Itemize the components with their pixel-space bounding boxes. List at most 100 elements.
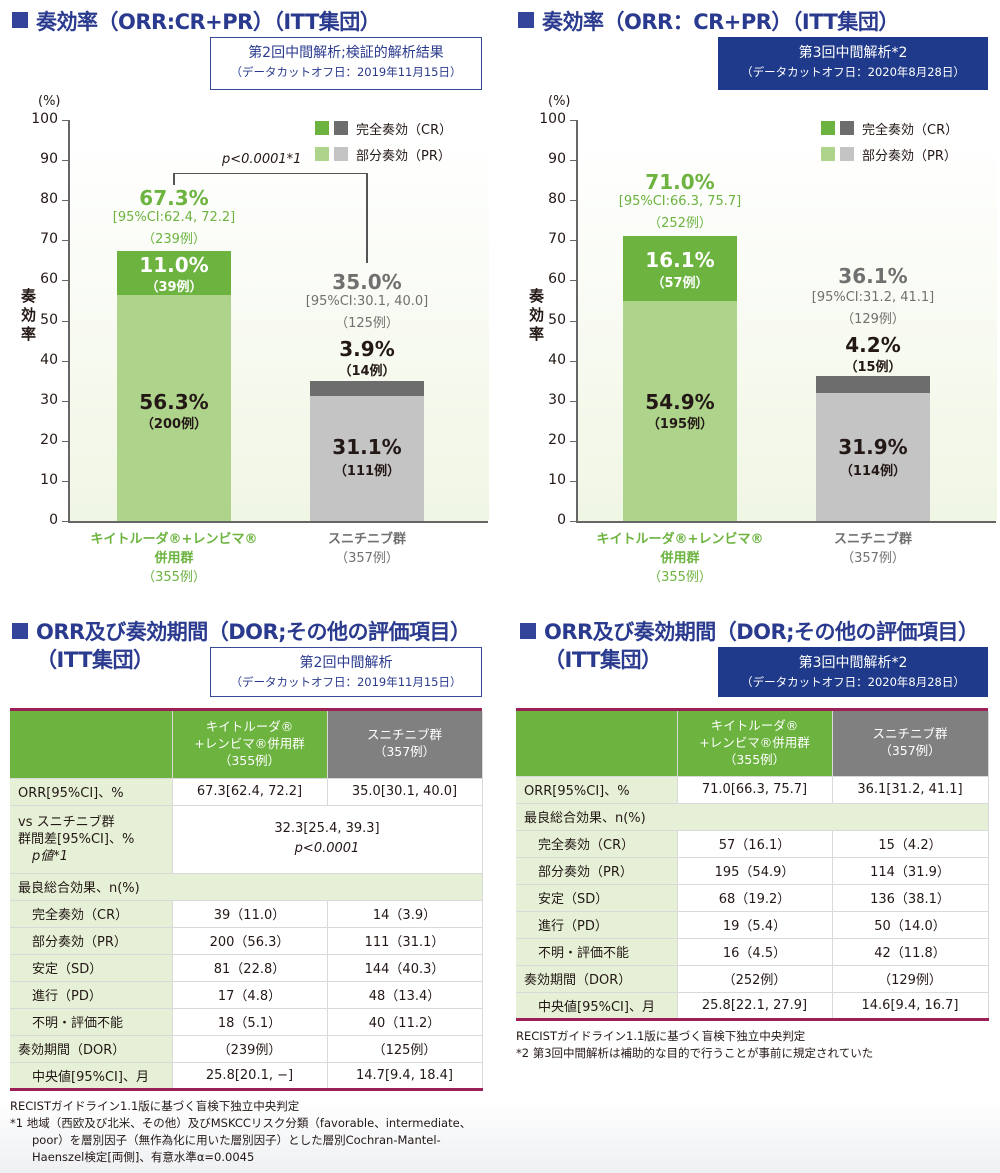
table-cell: 17（4.8） — [172, 981, 328, 1009]
table-cell: 50（14.0） — [832, 911, 989, 939]
table-row: 完全奏効（CR） 57（16.1） 15（4.2） — [516, 830, 989, 858]
arm2-cr: 4.2% — [845, 333, 901, 357]
bracket-left — [173, 173, 175, 185]
y-tick-label: 40 — [40, 351, 58, 368]
y-tick-mark — [570, 280, 576, 282]
legend-cr-green — [315, 121, 329, 135]
legend-cr-gray — [840, 121, 854, 135]
y-tick-mark — [570, 240, 576, 242]
arm1-name-2: 併用群 — [154, 551, 194, 566]
chart-title: 奏効率（ORR：CR+PR）（ITT集団） — [542, 10, 899, 34]
arm1-total-n: （239例） — [142, 232, 206, 247]
y-axis — [576, 120, 578, 521]
table-row: 中央値[95%CI]、月 25.8[20.1, −] 14.7[9.4, 18.4] — [10, 1062, 483, 1091]
arm2-n: （357例） — [335, 551, 399, 566]
y-unit: (%) — [38, 94, 61, 109]
arm1-name: キイトルーダ®+レンビマ® — [596, 532, 764, 547]
table-cell: 中央値[95%CI]、月 — [10, 1062, 173, 1091]
table-title: ORR及び奏効期間（DOR;その他の評価項目） — [544, 620, 979, 644]
y-tick-mark — [62, 480, 68, 482]
legend-pr-gray — [334, 147, 348, 161]
table-cell: キイトルーダ® +レンビマ®併用群 （355例） スニチニブ群 （357例） — [516, 711, 989, 777]
bar-segment-pr — [816, 393, 930, 521]
table-title: ORR及び奏効期間（DOR;その他の評価項目） — [36, 620, 471, 644]
table-title-2: （ITT集団） — [36, 648, 154, 672]
y-tick-mark — [62, 360, 68, 362]
arm2-cr: 3.9% — [339, 337, 395, 361]
orr-dor-table: キイトルーダ® +レンビマ®併用群 （355例） スニチニブ群 （357例） ORR[… — [516, 711, 989, 1021]
bar-segment-cr — [117, 251, 231, 296]
legend-cr-label: 完全奏効（CR） — [356, 123, 453, 138]
y-tick-label: 40 — [548, 351, 566, 368]
y-tick-label: 80 — [548, 191, 566, 208]
table-cell: 19（5.4） — [677, 911, 833, 939]
table-cell: 安定（SD） — [10, 954, 173, 982]
table-top-border — [516, 708, 988, 711]
table-cell: 16（4.5） — [677, 938, 833, 966]
legend-pr-gray — [840, 147, 854, 161]
arm2-cr-n: （15例） — [844, 360, 902, 375]
arm1-name: キイトルーダ®+レンビマ® — [90, 532, 258, 547]
table-cell: （125例） — [327, 1035, 483, 1063]
table-cell: （239例） — [172, 1035, 328, 1063]
bar-segment-cr — [310, 380, 424, 397]
footnotes: RECISTガイドライン1.1版に基づく盲検下独立中央判定 *1 地域（西欧及び… — [10, 1099, 472, 1164]
legend-pr-label: 部分奏効（PR） — [356, 149, 451, 164]
y-tick-label: 70 — [548, 231, 566, 248]
table-cell: 14（3.9） — [327, 900, 483, 928]
data-cutoff: （データカットオフ日：2019年11月15日） — [230, 65, 462, 79]
y-tick-label: 50 — [548, 311, 566, 328]
table-top-border — [10, 708, 482, 711]
bracket-right — [366, 173, 368, 263]
arm2-pr: 31.9% — [838, 435, 908, 459]
bar-segment-cr — [816, 376, 930, 394]
y-tick-label: 90 — [548, 151, 566, 168]
bar-segment-pr — [117, 295, 231, 521]
table-cell: 部分奏効（PR） — [516, 857, 678, 885]
analysis-box: 第2回中間解析 （データカットオフ日：2019年11月15日） — [210, 647, 482, 697]
arm1-ci: [95%CI:62.4, 72.2] — [112, 210, 236, 225]
arm2-pr-n: （114例） — [839, 464, 907, 479]
table-section: 最良総合効果、n(%) — [10, 873, 483, 901]
table-row: vs スニチニブ群 群間差[95%CI]、% p値*1 32.3[25.4, 39.… — [10, 805, 483, 874]
y-tick-mark — [570, 480, 576, 482]
y-tick-mark — [570, 320, 576, 322]
table-cell: 最良総合効果、n(%) — [10, 873, 483, 901]
y-tick-label: 90 — [40, 151, 58, 168]
table-cell: 完全奏効（CR） — [10, 900, 173, 928]
arm2-ci: [95%CI:31.2, 41.1] — [811, 290, 935, 305]
table-cell: 不明・評価不能 — [10, 1008, 173, 1036]
table-cell: （252例） — [677, 965, 833, 993]
legend-cr-gray — [334, 121, 348, 135]
arm2-ci: [95%CI:30.1, 40.0] — [305, 294, 429, 309]
title-bullet — [520, 623, 536, 639]
y-tick-label: 100 — [539, 111, 566, 127]
arm1-ci: [95%CI:66.3, 75.7] — [618, 194, 742, 209]
table-row: 部分奏効（PR） 195（54.9） 114（31.9） — [516, 857, 989, 885]
table-row: ORR[95%CI]、% 71.0[66.3, 75.7] 36.1[31.2, 4… — [516, 776, 989, 804]
y-tick-mark — [62, 120, 68, 121]
table-cell: 200（56.3） — [172, 927, 328, 955]
y-tick-mark — [570, 200, 576, 202]
y-tick-label: 20 — [40, 431, 58, 448]
table-cell: 42（11.8） — [832, 938, 989, 966]
y-tick-mark — [62, 160, 68, 162]
p-value: p<0.0001*1 — [222, 152, 302, 167]
arm1-cr-n: （57例） — [651, 276, 709, 291]
table-cell: 安定（SD） — [516, 884, 678, 912]
table-cell: 不明・評価不能 — [516, 938, 678, 966]
table-cell: 完全奏効（CR） — [516, 830, 678, 858]
table-cell: 32.3[25.4, 39.3] p<0.0001 — [172, 805, 483, 874]
footnotes: RECISTガイドライン1.1版に基づく盲検下独立中央判定 *2 第3回中間解析… — [516, 1029, 874, 1060]
y-tick-mark — [570, 120, 576, 121]
bar-segment-pr — [310, 396, 424, 521]
arm2-total-n: （125例） — [335, 316, 399, 331]
legend-cr-label: 完全奏効（CR） — [862, 123, 959, 138]
table-cell: 144（40.3） — [327, 954, 483, 982]
table-cell: 中央値[95%CI]、月 — [516, 992, 678, 1021]
header-empty — [516, 711, 678, 777]
table-cell: 進行（PD） — [10, 981, 173, 1009]
header-arm2: スニチニブ群 （357例） — [832, 711, 989, 777]
table-row: 安定（SD） 68（19.2） 136（38.1） — [516, 884, 989, 912]
analysis-box: 第3回中間解析*2 （データカットオフ日：2020年8月28日） — [718, 37, 988, 90]
